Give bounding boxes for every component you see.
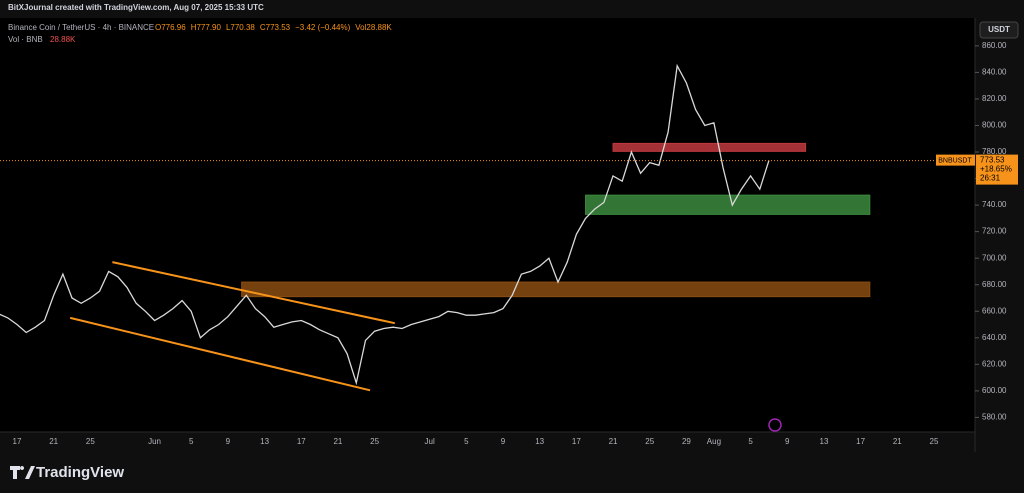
x-tick-label: 21 (49, 437, 58, 446)
x-tick-label: 29 (682, 437, 691, 446)
x-tick-label: Jun (148, 437, 161, 446)
price-tag-change: +18.65% (980, 165, 1012, 174)
y-tick-label: 780.00 (982, 147, 1007, 156)
currency-button[interactable] (979, 21, 1019, 39)
x-tick-label: 9 (785, 437, 790, 446)
y-tick-label: 820.00 (982, 94, 1007, 103)
y-tick-label: 860.00 (982, 41, 1007, 50)
x-tick-label: 13 (260, 437, 269, 446)
x-tick-label: 5 (189, 437, 194, 446)
zone (585, 194, 871, 215)
y-tick-label: 620.00 (982, 359, 1007, 368)
quote-value: Vol28.88K (355, 23, 392, 32)
x-tick-label: 5 (748, 437, 753, 446)
x-tick-label: 5 (464, 437, 469, 446)
y-tick-label: 640.00 (982, 333, 1007, 342)
price-line (0, 63, 770, 386)
price-tag-value: 773.53 (980, 156, 1005, 165)
x-tick-label: 17 (572, 437, 581, 446)
x-tick-label: 17 (297, 437, 306, 446)
price-tag-countdown: 26:31 (980, 174, 1001, 183)
volume-value: 28.88K (50, 35, 76, 44)
y-tick-label: 740.00 (982, 200, 1007, 209)
x-tick-label: 9 (226, 437, 231, 446)
x-tick-label: 25 (930, 437, 939, 446)
credit: BitXJournal created with TradingView.com… (8, 3, 264, 12)
y-tick-label: 720.00 (982, 227, 1007, 236)
x-tick-label: 25 (645, 437, 654, 446)
quote-value: O776.96 (155, 23, 186, 32)
y-tick-label: 800.00 (982, 121, 1007, 130)
symbol: Binance Coin / TetherUS · 4h · BINANCE (8, 23, 154, 32)
trendline (112, 261, 396, 325)
x-tick-label: 9 (501, 437, 506, 446)
y-tick-label: 660.00 (982, 306, 1007, 315)
quote-value: L770.38 (226, 23, 255, 32)
y-tick-label: 840.00 (982, 68, 1007, 77)
x-tick-label: 21 (333, 437, 342, 446)
logo-text: TradingView (36, 464, 124, 481)
quote-value: −3.42 (−0.44%) (295, 23, 350, 32)
currency[interactable]: USDT (988, 25, 1010, 34)
volume-label: Vol · BNB (8, 35, 43, 44)
x-tick-label: 17 (856, 437, 865, 446)
y-tick-label: 600.00 (982, 386, 1007, 395)
x-tick-label: Aug (707, 437, 721, 446)
quote-value: C773.53 (260, 23, 291, 32)
y-tick-label: 680.00 (982, 280, 1007, 289)
zone (241, 281, 871, 298)
x-tick-label: 13 (820, 437, 829, 446)
x-tick-label: 13 (535, 437, 544, 446)
x-tick-label: 21 (609, 437, 618, 446)
x-tick-label: Jul (425, 437, 435, 446)
y-tick-label: 700.00 (982, 253, 1007, 262)
plot-area (0, 18, 975, 432)
trendline (69, 316, 371, 392)
y-tick-label: 580.00 (982, 413, 1007, 422)
alert-icon[interactable] (768, 418, 782, 432)
x-tick-label: 21 (893, 437, 902, 446)
quote-value: H777.90 (191, 23, 222, 32)
logo-icon (10, 466, 35, 479)
x-tick-label: 17 (13, 437, 22, 446)
price-tag (976, 154, 1018, 185)
x-tick-label: 25 (370, 437, 379, 446)
symbol-tag-text: BNBUSDT (938, 157, 972, 164)
zone (612, 142, 807, 152)
x-tick-label: 25 (86, 437, 95, 446)
symbol-tag (936, 154, 975, 166)
